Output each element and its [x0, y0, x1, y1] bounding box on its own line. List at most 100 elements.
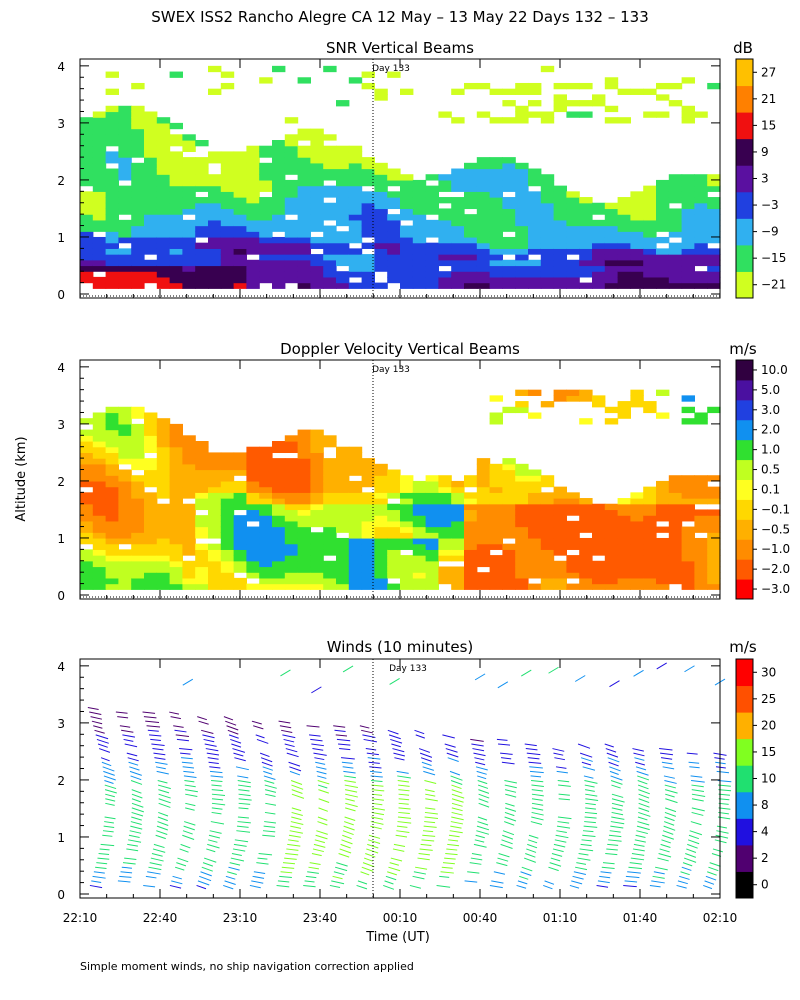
doppler-cell	[643, 520, 657, 528]
doppler-cell	[489, 418, 503, 425]
snr-cell	[566, 214, 580, 221]
wind-barb	[341, 839, 353, 845]
snr-cell	[156, 162, 171, 170]
doppler-cell	[630, 520, 644, 528]
snr-cell	[515, 265, 529, 272]
wind-barb	[497, 681, 509, 689]
snr-cell	[464, 168, 478, 175]
snr-cell	[92, 134, 107, 141]
wind-barb	[179, 748, 193, 751]
doppler-cell	[374, 543, 388, 550]
doppler-cell	[169, 566, 183, 573]
doppler-cell	[220, 486, 235, 493]
snr-cell	[374, 174, 388, 181]
colorbar-band	[736, 191, 753, 219]
snr-cell	[374, 259, 388, 267]
snr-cell	[668, 179, 683, 187]
colorbar-tick-label: 9	[761, 145, 769, 159]
snr-cell	[169, 236, 183, 244]
wind-barb	[573, 871, 586, 875]
snr-cell	[131, 202, 145, 210]
snr-cell	[425, 242, 439, 249]
doppler-cell	[131, 549, 145, 556]
wind-barb	[335, 734, 348, 737]
snr-cell	[336, 214, 350, 221]
snr-cell	[131, 259, 145, 267]
wind-barb	[520, 871, 532, 876]
wind-barb	[124, 857, 137, 861]
snr-cell	[246, 191, 260, 198]
doppler-cell	[156, 583, 171, 590]
snr-cell	[707, 248, 721, 255]
doppler-cell	[348, 583, 363, 590]
snr-cell	[604, 236, 619, 244]
wind-barb	[422, 766, 434, 771]
wind-barb	[477, 816, 488, 821]
doppler-cell	[182, 515, 196, 522]
wind-barb	[424, 789, 435, 793]
doppler-cell	[476, 572, 491, 579]
snr-cell	[156, 128, 171, 135]
snr-cell	[579, 197, 593, 204]
doppler-cell	[297, 498, 311, 505]
snr-cell	[208, 271, 222, 278]
wind-barb	[397, 821, 412, 824]
snr-cell	[80, 174, 94, 181]
wind-barb	[309, 734, 321, 737]
doppler-cell	[105, 549, 119, 556]
snr-cell	[336, 151, 350, 158]
snr-cell	[528, 82, 542, 90]
doppler-cell	[425, 566, 439, 573]
snr-cell	[131, 214, 145, 221]
doppler-cell	[144, 520, 158, 528]
doppler-cell	[233, 486, 247, 493]
doppler-cell	[105, 441, 119, 448]
doppler-cell	[156, 475, 171, 482]
doppler-cell	[515, 406, 529, 414]
doppler-cell	[92, 463, 107, 471]
wind-barb	[633, 669, 644, 677]
snr-cell	[156, 242, 171, 249]
wind-barb	[601, 866, 615, 870]
snr-cell	[694, 231, 708, 238]
snr-cell	[540, 179, 555, 187]
wind-barb	[236, 830, 251, 833]
doppler-cell	[694, 583, 708, 590]
snr-cell	[131, 282, 145, 289]
doppler-cell	[540, 475, 555, 482]
snr-cell	[694, 271, 708, 278]
snr-cell	[566, 219, 580, 227]
doppler-cell	[630, 526, 644, 533]
doppler-cell	[502, 480, 516, 488]
snr-cell	[348, 225, 363, 232]
wind-barb	[104, 780, 114, 784]
snr-cell	[131, 140, 145, 147]
wind-barb	[232, 748, 246, 753]
wind-barb	[124, 743, 138, 748]
doppler-cell	[630, 566, 644, 573]
wind-barb	[147, 871, 161, 875]
wind-barb	[197, 880, 210, 886]
wind-barb	[652, 875, 665, 879]
wind-barb	[329, 884, 341, 888]
snr-cell	[156, 282, 171, 289]
snr-cell	[707, 276, 721, 284]
snr-cell	[464, 179, 478, 187]
doppler-cell	[284, 583, 299, 590]
snr-cell	[374, 94, 388, 101]
wind-barb	[131, 816, 142, 821]
wind-barb	[439, 875, 450, 878]
doppler-cell	[92, 458, 107, 465]
snr-cell	[246, 185, 260, 192]
doppler-cell	[489, 520, 503, 528]
doppler-cell	[246, 560, 260, 568]
wind-barb	[291, 816, 302, 821]
doppler-cell	[220, 475, 235, 482]
doppler-cell	[105, 458, 119, 465]
doppler-cell	[272, 560, 286, 568]
doppler-cell	[464, 537, 478, 545]
snr-cell	[438, 197, 452, 204]
wind-barb	[99, 848, 110, 851]
doppler-cell	[272, 441, 286, 448]
wind-barb	[371, 779, 383, 783]
